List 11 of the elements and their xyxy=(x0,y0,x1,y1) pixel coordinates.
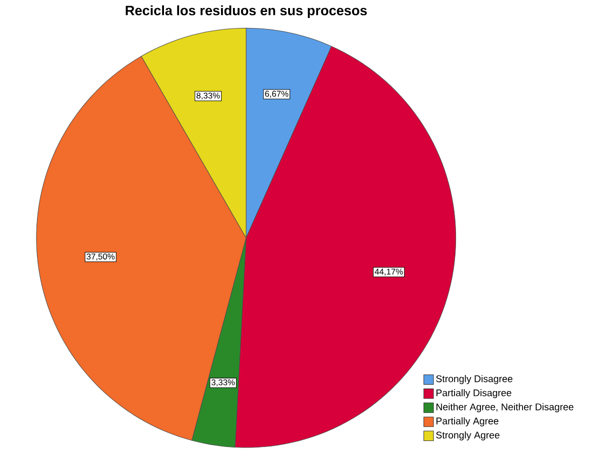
legend-label: Partially Agree xyxy=(436,417,498,426)
legend-label: Partially Disagree xyxy=(436,389,512,398)
legend-label: Neither Agree, Neither Disagree xyxy=(436,403,574,412)
data-label: 6,67% xyxy=(265,90,288,98)
data-label: 3,33% xyxy=(212,379,235,386)
data-label: 37,50% xyxy=(86,253,115,260)
chart-title: Recicla los residuos en sus procesos xyxy=(126,5,367,18)
legend-label: Strongly Disagree xyxy=(436,374,512,384)
data-label: 44,17% xyxy=(374,268,403,276)
legend-label: Strongly Agree xyxy=(436,431,500,440)
data-label: 8,33% xyxy=(196,92,220,100)
